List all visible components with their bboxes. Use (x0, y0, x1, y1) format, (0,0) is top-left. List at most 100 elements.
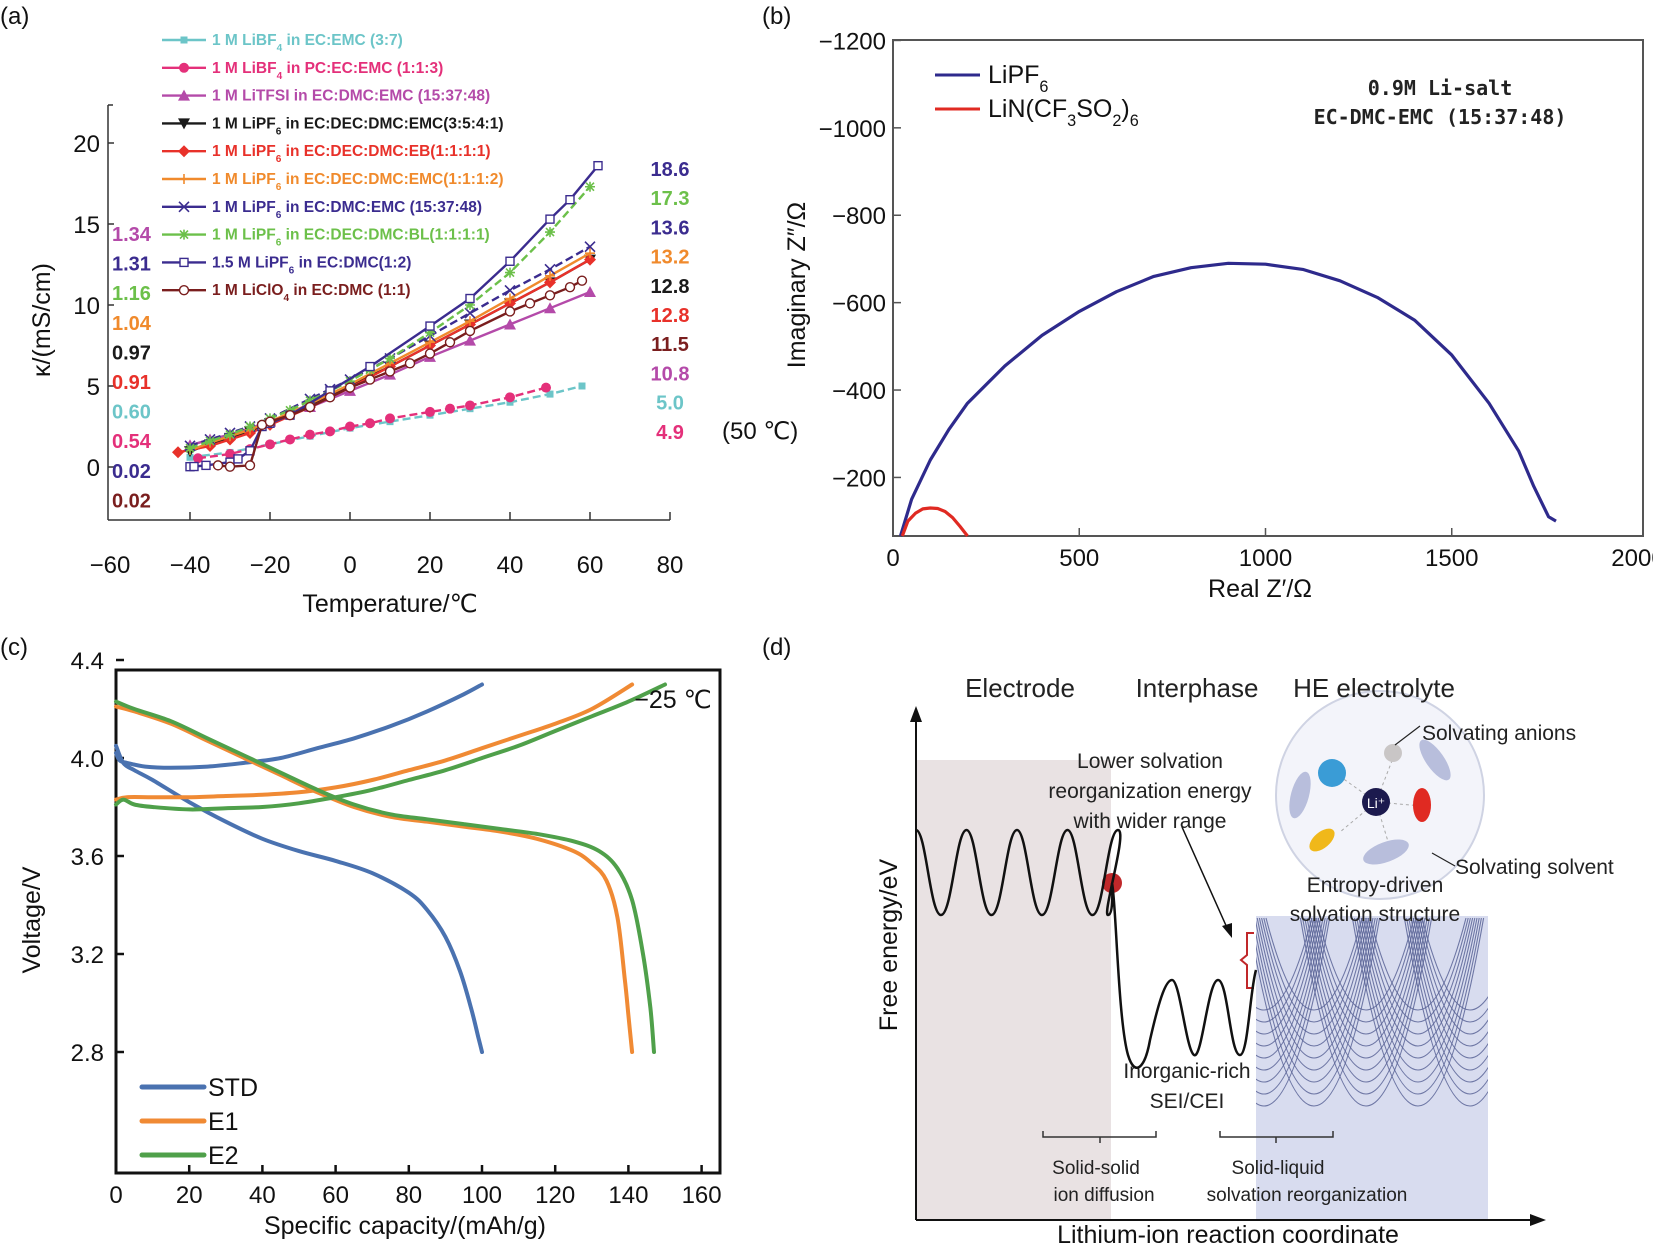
solvation-parabola (1362, 917, 1474, 1047)
data-point (465, 400, 475, 411)
chart-b-annotation-line1: 0.9M Li-salt (1368, 76, 1513, 100)
data-point (264, 416, 276, 427)
solvent-pointer-line (1431, 852, 1456, 867)
chart-a-xtick-label: 0 (343, 552, 356, 579)
data-point (185, 443, 195, 454)
chart-c-xtick-label: 0 (109, 1182, 122, 1209)
chart-a-xtick-label: −60 (90, 552, 131, 579)
data-point (425, 406, 435, 417)
solvation-parabola (1256, 917, 1372, 1059)
high-temp-value: 4.9 (656, 422, 684, 444)
legend-marker (178, 201, 190, 213)
data-point (505, 267, 515, 278)
solvation-parabola (1304, 917, 1428, 1083)
data-point (224, 461, 236, 472)
chart-a-ylabel: κ/(mS/cm) (28, 263, 56, 377)
solvation-parabola (1256, 917, 1328, 1095)
solvation-parabola (1256, 917, 1378, 1095)
data-point (265, 439, 275, 450)
high-temp-value: 5.0 (656, 393, 684, 415)
data-point (284, 409, 296, 421)
ion-diffusion-label: ion diffusion (1053, 1185, 1154, 1206)
chart-b-xlabel: Real Z′/Ω (1208, 575, 1312, 603)
data-point (584, 286, 596, 298)
data-point (344, 382, 356, 393)
data-point (544, 290, 556, 301)
data-point (505, 293, 515, 304)
data-point (593, 160, 603, 171)
anion-pointer-line (1394, 725, 1421, 746)
data-point (505, 392, 515, 403)
chart-b-ytick-label: −800 (832, 203, 886, 230)
chart-b-xtick-label: 1000 (1239, 545, 1292, 572)
solvation-parabola (1256, 917, 1324, 1071)
panel-label-d: (d) (762, 634, 791, 661)
data-point (585, 181, 595, 192)
callout-line2: reorganization energy (1048, 780, 1252, 803)
chart-b-ytick-label: −600 (832, 291, 886, 318)
solvation-sphere: Li⁺ (1275, 690, 1485, 900)
chart-c-xlabel: Specific capacity/(mAh/g) (264, 1212, 546, 1240)
solvation-parabola (1419, 917, 1488, 1023)
chart-c-series-e2-discharge (114, 699, 656, 1054)
solvation-parabola (1317, 917, 1415, 1011)
chart-c-xtick-label: 40 (249, 1182, 276, 1209)
data-point (464, 325, 476, 337)
chart-c-axes: 2.8 3.2 3.6 4.0 4.4 0 20 40 60 80 100 120 140 160 (71, 648, 722, 1209)
data-point (544, 263, 556, 275)
solvation-parabola (1417, 917, 1488, 1035)
data-point (578, 382, 586, 390)
data-point (465, 300, 475, 310)
chart-b-frame (892, 39, 1644, 537)
solvation-parabola (1310, 917, 1422, 1047)
chart-a-legend: 1 M LiBF4 in EC:EMC (3:7) 1 M LiBF4 in PC… (162, 32, 504, 304)
data-point (201, 460, 211, 471)
region-label-electrode: Electrode (965, 673, 1075, 703)
chart-b-series-lipf6 (898, 261, 1557, 537)
solvation-parabola (1261, 917, 1367, 1035)
callout-line1: Lower solvation (1077, 750, 1223, 773)
reaction-coordinate-label: Lithium-ion reaction coordinate (1057, 1221, 1399, 1247)
chart-b-ytick-label: −200 (832, 465, 886, 492)
high-temp-value: 12.8 (651, 276, 690, 298)
solvation-parabolas (1256, 917, 1488, 1107)
high-temp-value: 17.3 (651, 188, 690, 210)
data-point (545, 270, 555, 281)
chart-b-ytick-label: −400 (832, 378, 886, 405)
data-point (385, 413, 395, 424)
chart-a-series-1 (193, 382, 551, 464)
low-temp-value: 1.34 (112, 224, 152, 246)
sei-label-line2: SEI/CEI (1150, 1090, 1225, 1113)
solvent-molecule (1363, 839, 1409, 865)
solvation-parabola (1263, 917, 1365, 1023)
data-point (584, 241, 596, 253)
chart-c-xtick-label: 80 (395, 1182, 422, 1209)
chart-a-series-7 (185, 181, 595, 454)
chart-a-ytick-label: 20 (73, 131, 100, 158)
energy-range-bracket (1239, 932, 1254, 989)
solvent-molecule (1289, 771, 1311, 819)
bracket-solid-solid (1042, 1131, 1157, 1143)
data-point (324, 392, 336, 403)
solvation-parabola (1410, 917, 1488, 1071)
region-label-electrolyte: HE electrolyte (1293, 673, 1455, 703)
legend-entry: LiPF6 (988, 61, 1048, 96)
data-point (233, 454, 243, 464)
data-point (584, 253, 596, 266)
chart-c-ytick-label: 3.2 (71, 942, 104, 969)
high-temp-note: (50 ℃) (722, 418, 798, 445)
data-point (365, 361, 375, 372)
data-point (444, 337, 456, 348)
chart-a-low-temp-labels: 1.34 1.31 1.16 1.04 0.97 0.91 0.60 0.54 0.02 0.02 (112, 224, 152, 512)
chart-b-xtick-label: 0 (886, 545, 899, 572)
high-temp-value: 13.6 (651, 217, 690, 239)
data-point (565, 194, 575, 205)
anion-gray (1384, 744, 1402, 762)
solvation-parabola (1256, 917, 1376, 1083)
chart-b-axes: −1200 −1000 −800 −600 −400 −200 0 500 1000 1500 20… (819, 28, 1653, 572)
li-ion-label: Li⁺ (1367, 795, 1385, 811)
legend-entry: 1 M LiClO4 in EC:DMC (1:1) (212, 282, 411, 304)
chart-c-annotation: −25 ℃ (634, 686, 711, 714)
data-point (385, 353, 395, 364)
